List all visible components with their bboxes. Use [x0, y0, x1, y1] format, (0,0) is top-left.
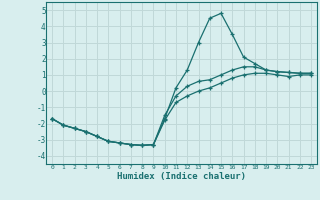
X-axis label: Humidex (Indice chaleur): Humidex (Indice chaleur) [117, 172, 246, 181]
